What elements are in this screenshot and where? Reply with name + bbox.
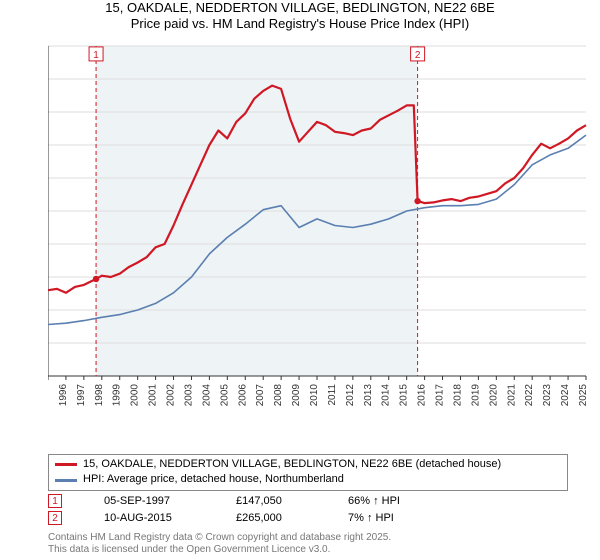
svg-text:2005: 2005 — [219, 384, 230, 407]
event-price-1: £147,050 — [236, 495, 312, 507]
svg-text:1996: 1996 — [58, 384, 69, 407]
table-row: 2 10-AUG-2015 £265,000 7% ↑ HPI — [48, 511, 568, 525]
svg-text:2007: 2007 — [255, 384, 266, 407]
svg-text:1998: 1998 — [94, 384, 105, 407]
legend-swatch-property — [55, 463, 77, 466]
svg-text:1997: 1997 — [76, 384, 87, 407]
legend-label-property: 15, OAKDALE, NEDDERTON VILLAGE, BEDLINGT… — [83, 457, 501, 472]
event-table: 1 05-SEP-1997 £147,050 66% ↑ HPI 2 10-AU… — [48, 494, 568, 528]
svg-text:2009: 2009 — [291, 384, 302, 407]
svg-text:2008: 2008 — [273, 384, 284, 407]
legend-item-property: 15, OAKDALE, NEDDERTON VILLAGE, BEDLINGT… — [55, 457, 561, 472]
legend: 15, OAKDALE, NEDDERTON VILLAGE, BEDLINGT… — [48, 454, 568, 491]
footer-line1: Contains HM Land Registry data © Crown c… — [48, 532, 391, 544]
svg-text:2015: 2015 — [399, 384, 410, 407]
legend-label-hpi: HPI: Average price, detached house, Nort… — [83, 472, 344, 487]
svg-text:1999: 1999 — [112, 384, 123, 407]
svg-text:2020: 2020 — [488, 384, 499, 407]
svg-text:2013: 2013 — [363, 384, 374, 407]
footer-line2: This data is licensed under the Open Gov… — [48, 544, 391, 556]
svg-text:2025: 2025 — [578, 384, 588, 407]
svg-text:2023: 2023 — [542, 384, 553, 407]
svg-text:2000: 2000 — [130, 384, 141, 407]
svg-text:2: 2 — [415, 50, 421, 61]
title-block: 15, OAKDALE, NEDDERTON VILLAGE, BEDLINGT… — [0, 0, 600, 33]
legend-item-hpi: HPI: Average price, detached house, Nort… — [55, 472, 561, 487]
legend-swatch-hpi — [55, 479, 77, 482]
svg-text:2016: 2016 — [417, 384, 428, 407]
svg-text:2006: 2006 — [237, 384, 248, 407]
table-row: 1 05-SEP-1997 £147,050 66% ↑ HPI — [48, 494, 568, 508]
svg-text:2012: 2012 — [345, 384, 356, 407]
event-date-2: 10-AUG-2015 — [104, 512, 200, 524]
title-address: 15, OAKDALE, NEDDERTON VILLAGE, BEDLINGT… — [0, 0, 600, 16]
svg-text:2018: 2018 — [452, 384, 463, 407]
svg-text:2024: 2024 — [560, 384, 571, 407]
svg-text:2011: 2011 — [327, 384, 338, 406]
event-price-2: £265,000 — [236, 512, 312, 524]
svg-text:2010: 2010 — [309, 384, 320, 407]
event-marker-1: 1 — [48, 494, 62, 508]
title-subtitle: Price paid vs. HM Land Registry's House … — [0, 16, 600, 32]
svg-text:2001: 2001 — [148, 384, 159, 407]
svg-text:2004: 2004 — [201, 384, 212, 407]
svg-text:2022: 2022 — [524, 384, 535, 407]
footer-attribution: Contains HM Land Registry data © Crown c… — [48, 532, 391, 556]
svg-text:2017: 2017 — [435, 384, 446, 407]
event-marker-2: 2 — [48, 511, 62, 525]
price-chart: £0£50K£100K£150K£200K£250K£300K£350K£400… — [48, 44, 588, 416]
svg-text:1: 1 — [93, 50, 99, 61]
svg-text:2021: 2021 — [506, 384, 517, 407]
svg-text:1995: 1995 — [48, 384, 51, 407]
svg-text:2014: 2014 — [381, 384, 392, 407]
event-date-1: 05-SEP-1997 — [104, 495, 200, 507]
svg-text:2019: 2019 — [470, 384, 481, 407]
svg-text:2002: 2002 — [166, 384, 177, 407]
svg-text:2003: 2003 — [183, 384, 194, 407]
event-hpi-1: 66% ↑ HPI — [348, 495, 444, 507]
event-hpi-2: 7% ↑ HPI — [348, 512, 444, 524]
